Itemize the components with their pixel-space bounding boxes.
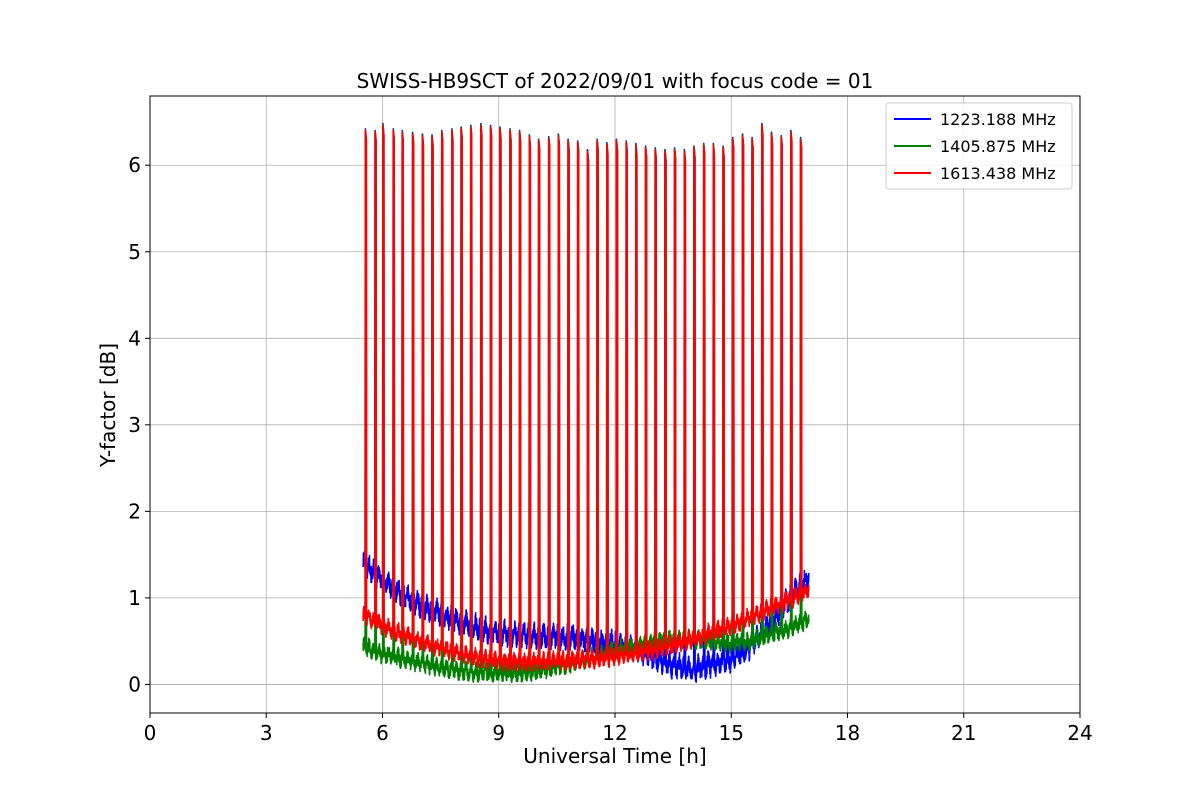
legend-box	[885, 102, 1073, 190]
x-tick-label: 3	[260, 721, 273, 745]
legend-label: 1405.875 MHz	[940, 137, 1056, 156]
legend-item: 1223.188 MHz	[894, 110, 1056, 129]
y-tick-label: 2	[128, 499, 141, 523]
legend-item: 1613.438 MHz	[894, 164, 1056, 183]
x-tick-label: 6	[376, 721, 389, 745]
x-tick-label: 9	[492, 721, 505, 745]
series-line	[362, 124, 810, 673]
x-tick-label: 18	[835, 721, 860, 745]
x-tick-label: 12	[602, 721, 627, 745]
y-tick-label: 6	[128, 153, 141, 177]
x-tick-label: 24	[1067, 721, 1092, 745]
y-tick-label: 1	[128, 586, 141, 610]
series-3	[362, 124, 810, 673]
legend-label: 1223.188 MHz	[940, 110, 1056, 129]
x-tick-label: 0	[144, 721, 157, 745]
legend-item: 1405.875 MHz	[894, 137, 1056, 156]
legend: 1223.188 MHz 1405.875 MHz 1613.438 MHz	[885, 102, 1073, 190]
x-axis-ticks: 0 3 6 9 12 15 18 21 24	[144, 713, 1093, 745]
y-axis-ticks: 0 1 2 3 4 5 6	[128, 153, 150, 696]
x-axis-label: Universal Time [h]	[523, 744, 706, 768]
y-tick-label: 3	[128, 413, 141, 437]
y-axis-label: Y-factor [dB]	[96, 343, 120, 468]
plot-area	[362, 122, 810, 684]
x-tick-label: 21	[951, 721, 976, 745]
series-1	[362, 122, 810, 683]
y-tick-label: 5	[128, 240, 141, 264]
chart-title: SWISS-HB9SCT of 2022/09/01 with focus co…	[357, 69, 874, 93]
series-line	[362, 122, 810, 683]
x-tick-label: 15	[719, 721, 744, 745]
legend-label: 1613.438 MHz	[940, 164, 1056, 183]
y-tick-label: 0	[128, 672, 141, 696]
y-tick-label: 4	[128, 326, 141, 350]
